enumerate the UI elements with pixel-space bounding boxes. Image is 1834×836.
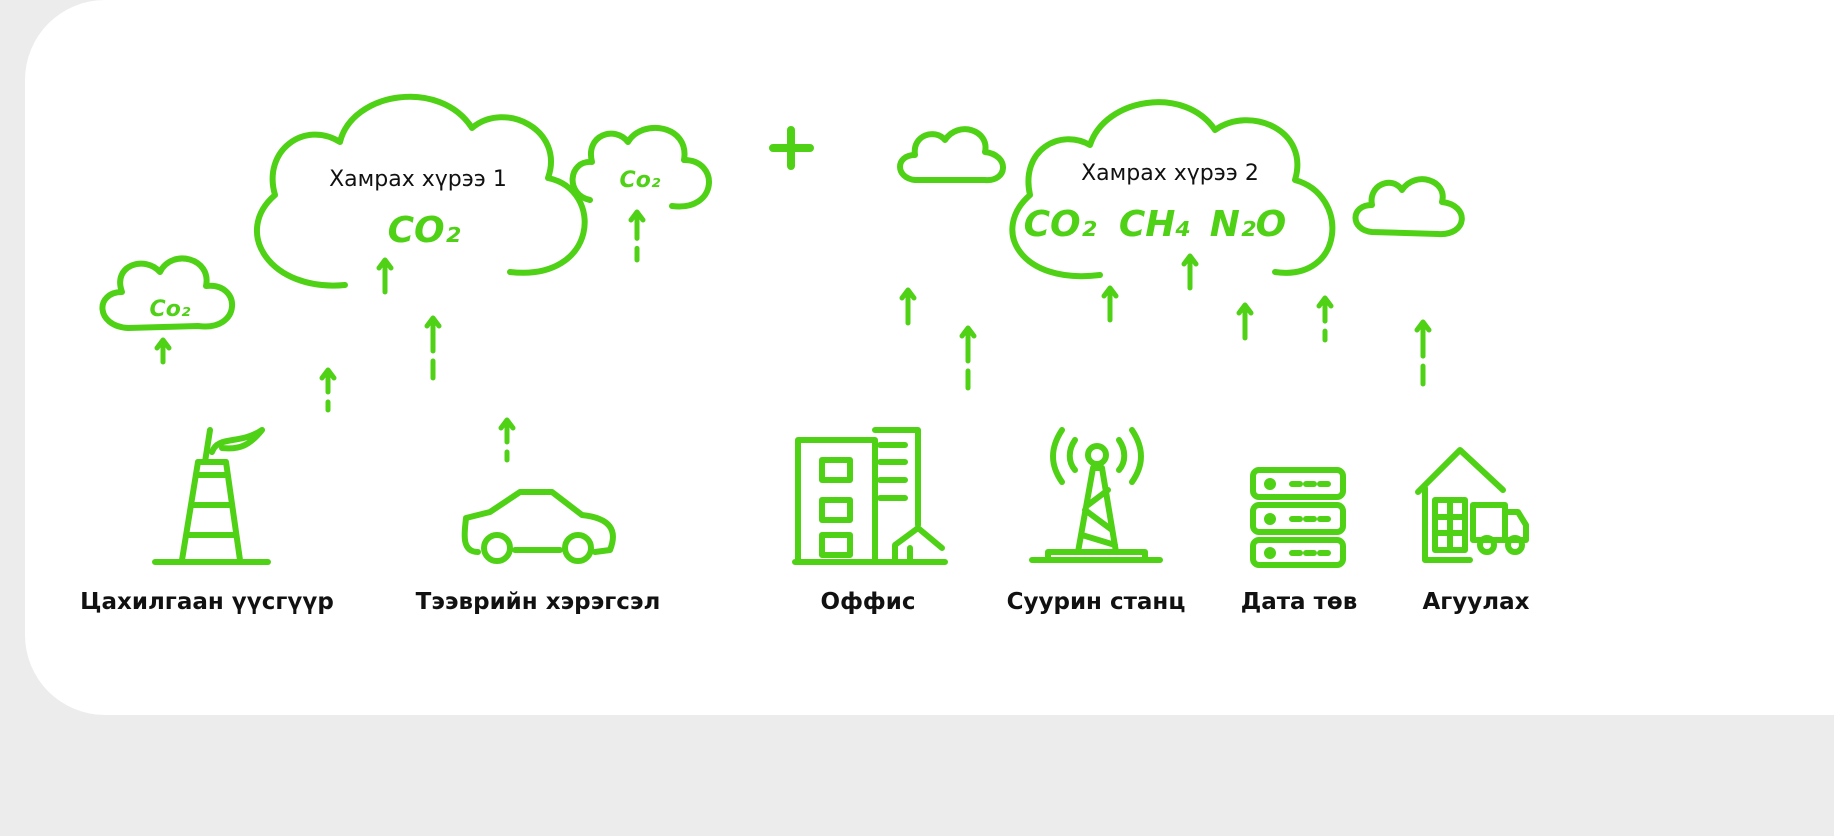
source-label: Цахилгаан үүсгүүр (80, 589, 334, 615)
server-icon (1253, 470, 1343, 565)
source-label: Тээврийн хэрэгсэл (416, 589, 661, 615)
diagram: Хамрах хүрээ 1 CO₂ Co₂ Co₂ Хамрах хүрээ … (0, 0, 1834, 836)
source-label: Агуулах (1422, 589, 1529, 615)
gas-formula: CO₂ (1024, 204, 1097, 245)
scope-title: Хамрах хүрээ 1 (329, 167, 507, 192)
source-label: Суурин станц (1007, 589, 1186, 615)
source-label: Оффис (821, 589, 916, 615)
source-label: Дата төв (1241, 589, 1358, 615)
small-cloud-label: Co₂ (620, 168, 661, 193)
small-cloud-label: Co₂ (150, 297, 191, 322)
gas-formula: N₂O (1210, 204, 1287, 245)
gas-formula: CH₄ (1119, 204, 1191, 245)
scope-title: Хамрах хүрээ 2 (1081, 161, 1259, 186)
gas-formula: CO₂ (388, 210, 461, 251)
